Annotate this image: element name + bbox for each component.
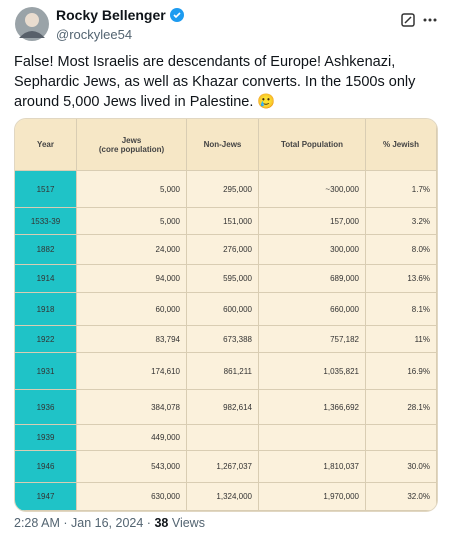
table-cell	[259, 425, 366, 451]
table-cell: 5,000	[77, 171, 187, 208]
table-cell: 861,211	[187, 353, 259, 390]
table-cell: 600,000	[187, 293, 259, 326]
separator: ·	[146, 516, 151, 530]
table-cell: 982,614	[187, 390, 259, 425]
table-cell: 1,810,037	[259, 451, 366, 483]
table-cell: 151,000	[187, 208, 259, 235]
table-image[interactable]: Year Jews (core population) Non-Jews Total …	[14, 118, 438, 512]
grok-icon[interactable]	[400, 12, 416, 28]
table-cell: 276,000	[187, 235, 259, 265]
table-cell: 1936	[15, 390, 77, 425]
table-header: Jews (core population)	[77, 119, 187, 171]
table-cell: 1,267,037	[187, 451, 259, 483]
table-cell: 174,610	[77, 353, 187, 390]
table-cell: ~300,000	[259, 171, 366, 208]
table-cell: 60,000	[77, 293, 187, 326]
table-cell: 757,182	[259, 326, 366, 353]
table-cell: 449,000	[77, 425, 187, 451]
table-cell: 1,970,000	[259, 483, 366, 511]
table-cell: 1922	[15, 326, 77, 353]
table-cell: 595,000	[187, 265, 259, 293]
table-cell: 543,000	[77, 451, 187, 483]
table-cell: 16.9%	[366, 353, 437, 390]
footer: 2:28 AM · Jan 16, 2024 · 38 Views	[14, 516, 205, 530]
table-cell: 384,078	[77, 390, 187, 425]
table-cell: 28.1%	[366, 390, 437, 425]
separator: ·	[63, 516, 68, 530]
table-cell: 1,035,821	[259, 353, 366, 390]
time[interactable]: 2:28 AM	[14, 516, 60, 530]
table-cell: 1882	[15, 235, 77, 265]
table-cell: 1.7%	[366, 171, 437, 208]
table-cell: 94,000	[77, 265, 187, 293]
table-cell: 295,000	[187, 171, 259, 208]
table-cell: 5,000	[77, 208, 187, 235]
table-cell: 1918	[15, 293, 77, 326]
table-cell: 157,000	[259, 208, 366, 235]
table-header: Year	[15, 119, 77, 171]
table-cell: 83,794	[77, 326, 187, 353]
table-cell: 8.1%	[366, 293, 437, 326]
table-cell: 11%	[366, 326, 437, 353]
table-cell	[366, 425, 437, 451]
table-cell: 8.0%	[366, 235, 437, 265]
table-cell: 689,000	[259, 265, 366, 293]
table-cell: 3.2%	[366, 208, 437, 235]
more-icon[interactable]	[422, 12, 438, 28]
table-cell: 1533-39	[15, 208, 77, 235]
author-name[interactable]: Rocky Bellenger	[56, 7, 166, 23]
verified-badge	[170, 8, 184, 22]
views-count: 38	[154, 516, 169, 530]
table-cell: 1914	[15, 265, 77, 293]
table-cell: 1946	[15, 451, 77, 483]
table-cell: 24,000	[77, 235, 187, 265]
table-cell: 1939	[15, 425, 77, 451]
views-label: Views	[171, 516, 205, 530]
table-cell	[187, 425, 259, 451]
table-cell: 1517	[15, 171, 77, 208]
table-cell: 30.0%	[366, 451, 437, 483]
table-cell: 1,366,692	[259, 390, 366, 425]
table-cell: 630,000	[77, 483, 187, 511]
table-cell: 673,388	[187, 326, 259, 353]
table-cell: 1931	[15, 353, 77, 390]
table-cell: 32.0%	[366, 483, 437, 511]
tweet-text: False! Most Israelis are descendants of …	[14, 54, 416, 110]
date[interactable]: Jan 16, 2024	[71, 516, 144, 530]
author-handle[interactable]: @rockylee54	[56, 27, 133, 42]
table-cell: 300,000	[259, 235, 366, 265]
table-header: Total Population	[259, 119, 366, 171]
table-cell: 1947	[15, 483, 77, 511]
table-header: Non-Jews	[187, 119, 259, 171]
avatar[interactable]	[14, 6, 50, 42]
table-cell: 660,000	[259, 293, 366, 326]
table-cell: 13.6%	[366, 265, 437, 293]
table-cell: 1,324,000	[187, 483, 259, 511]
table-header: % Jewish	[366, 119, 437, 171]
